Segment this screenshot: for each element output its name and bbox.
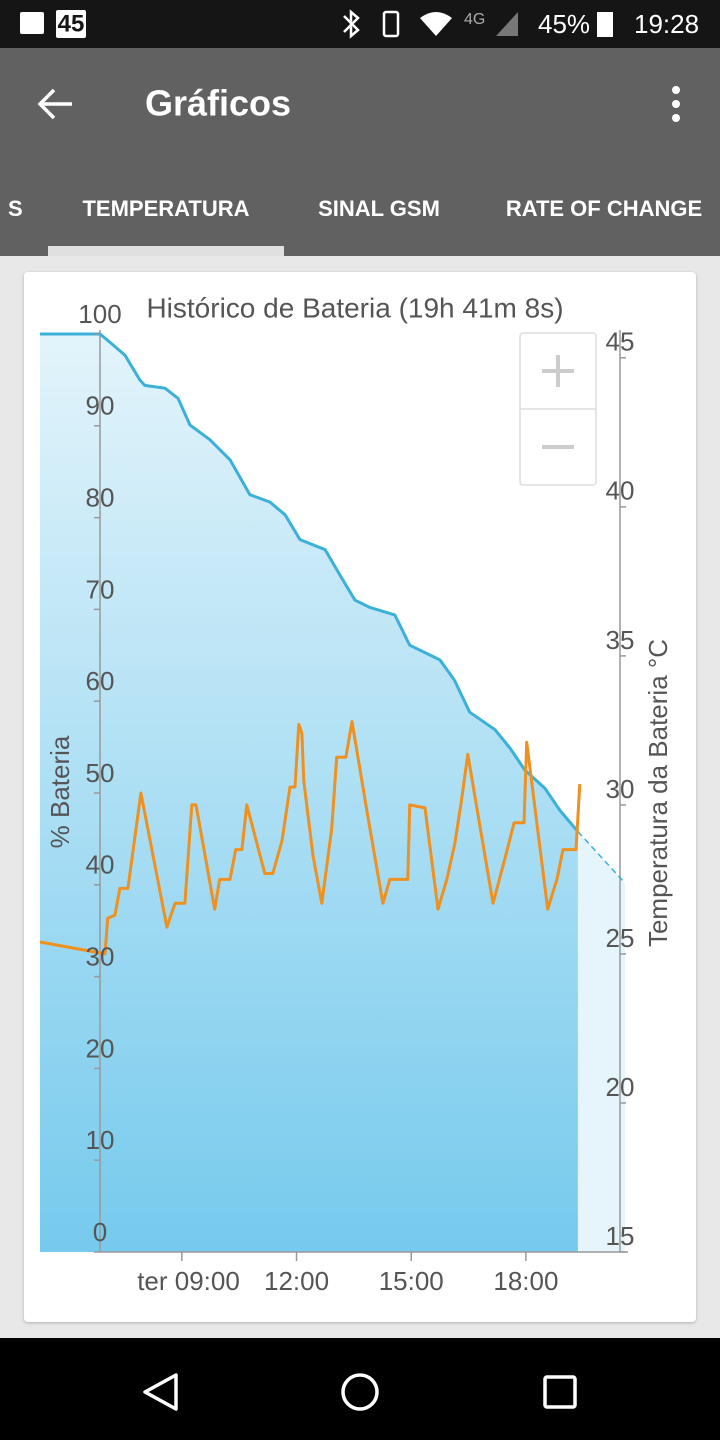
y2-tick-label: 45 <box>606 327 635 357</box>
zoom-in[interactable] <box>542 355 574 387</box>
x-tick-label: 15:00 <box>379 1266 444 1296</box>
wifi-icon <box>420 12 452 36</box>
tab-bar: S TEMPERATURA SINAL GSM RATE OF CHANGE <box>8 196 702 256</box>
y-tick-label: 70 <box>86 574 115 604</box>
zoom-control <box>519 332 597 486</box>
image-icon <box>20 12 44 34</box>
y-tick-label: 60 <box>86 666 115 696</box>
y-tick-label: 100 <box>78 299 121 329</box>
y2-tick-label: 25 <box>606 923 635 953</box>
nav-back[interactable] <box>143 1373 178 1411</box>
x-tick-label: 18:00 <box>493 1266 558 1296</box>
tab-indicator <box>48 246 284 256</box>
notification-icon <box>56 10 86 38</box>
projection-line <box>577 831 626 884</box>
x-tick-label: ter 09:00 <box>137 1266 240 1296</box>
y2-tick-label: 35 <box>606 625 635 655</box>
vibrate-icon <box>382 10 400 38</box>
nav-home[interactable] <box>341 1373 379 1411</box>
y2-tick-label: 20 <box>606 1072 635 1102</box>
projection-area <box>577 831 625 1252</box>
y-tick-label: 90 <box>86 391 115 421</box>
y2-tick-label: 30 <box>606 774 635 804</box>
y-axis-label: % Bateria <box>45 735 75 848</box>
y-tick-label: 10 <box>86 1125 115 1155</box>
series-area <box>40 334 578 1252</box>
app-title: Gráficos <box>145 83 291 124</box>
signal-icon <box>496 12 518 36</box>
overflow-menu[interactable] <box>672 86 680 122</box>
series-line <box>40 332 580 833</box>
chart: 0 10 20 30 40 50 60 70 80 90 100 15 20 25 30 35 40 45 ter … <box>39 299 635 1296</box>
bluetooth-icon <box>343 9 360 39</box>
tab[interactable]: S <box>8 196 23 221</box>
y-tick-label: 40 <box>86 850 115 880</box>
clock: 19:28 <box>634 9 699 39</box>
notification-count: 45 <box>58 10 85 37</box>
y2-axis-label: Temperatura da Bateria °C <box>643 639 673 947</box>
y-tick-label: 50 <box>86 758 115 788</box>
y-tick-label: 30 <box>86 941 115 971</box>
series-line <box>39 720 582 956</box>
tab[interactable]: SINAL GSM <box>318 196 440 221</box>
app-bar <box>0 48 720 256</box>
network-type: 4G <box>464 11 485 28</box>
nav-bar <box>0 1338 720 1440</box>
y-tick-label: 20 <box>86 1033 115 1063</box>
battery-icon <box>597 12 613 37</box>
y-tick-label: 80 <box>86 482 115 512</box>
y-tick-label: 0 <box>93 1217 107 1247</box>
nav-recents[interactable] <box>543 1375 577 1409</box>
chart-title: Histórico de Bateria (19h 41m 8s) <box>146 292 563 323</box>
tab[interactable]: TEMPERATURA <box>82 196 249 221</box>
battery-percent: 45% <box>538 9 590 39</box>
x-tick-label: 12:00 <box>264 1266 329 1296</box>
y2-tick-label: 40 <box>606 476 635 506</box>
y2-tick-label: 15 <box>606 1221 635 1251</box>
back-button[interactable] <box>37 88 72 120</box>
tab[interactable]: RATE OF CHANGE <box>506 196 702 221</box>
